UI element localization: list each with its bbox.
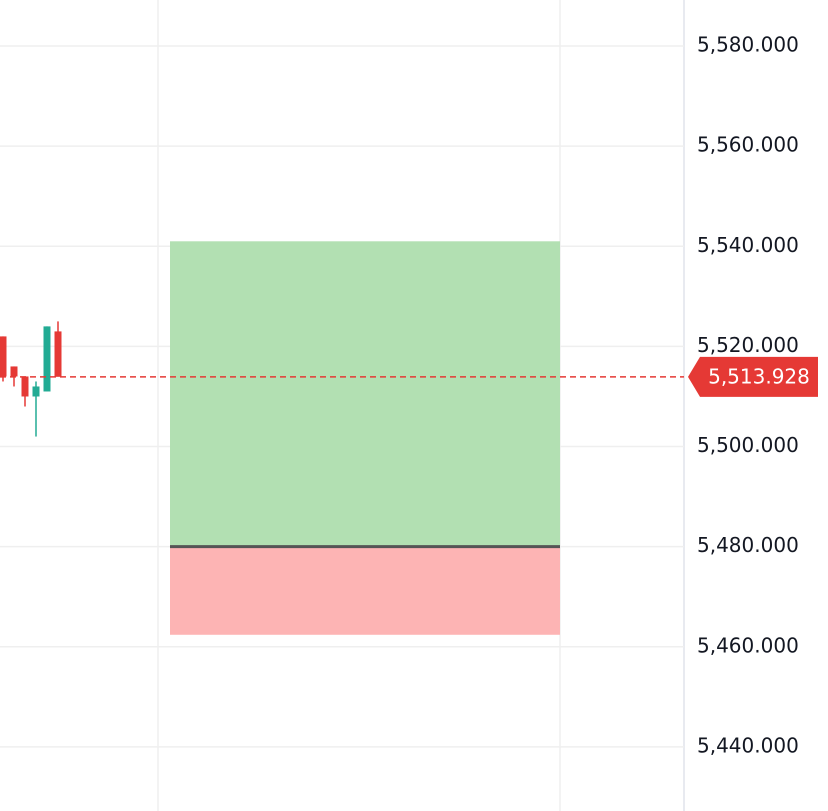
last-price-label: 5,513.928 bbox=[708, 364, 810, 388]
candle-body bbox=[43, 326, 51, 392]
y-tick-label: 5,440.000 bbox=[697, 733, 799, 757]
candle-body bbox=[10, 366, 18, 377]
y-tick-label: 5,520.000 bbox=[697, 333, 799, 357]
y-tick-label: 5,560.000 bbox=[697, 133, 799, 157]
y-tick-label: 5,480.000 bbox=[697, 533, 799, 557]
candle-body bbox=[21, 376, 29, 397]
candle-body bbox=[32, 386, 40, 397]
y-tick-label: 5,580.000 bbox=[697, 33, 799, 57]
candle-body bbox=[54, 331, 62, 377]
target-zone bbox=[170, 241, 560, 547]
candle-body bbox=[0, 336, 7, 377]
last-price-tag bbox=[688, 356, 818, 397]
y-tick-label: 5,460.000 bbox=[697, 633, 799, 657]
y-tick-label: 5,540.000 bbox=[697, 233, 799, 257]
y-tick-label: 5,500.000 bbox=[697, 433, 799, 457]
stop-zone bbox=[170, 546, 560, 635]
